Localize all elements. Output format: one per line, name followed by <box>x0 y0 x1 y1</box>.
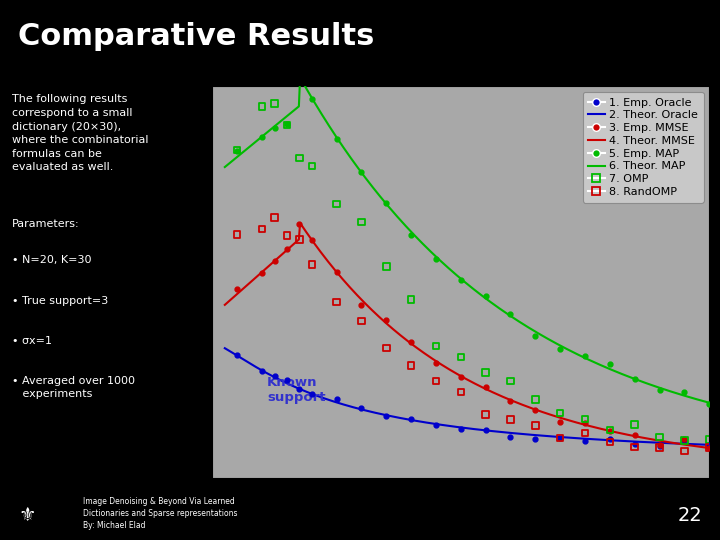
Point <box>678 447 690 456</box>
Point <box>629 443 641 451</box>
Point <box>554 434 566 442</box>
X-axis label: σ: σ <box>456 503 466 518</box>
Point <box>231 230 243 239</box>
Point <box>579 415 590 423</box>
Point <box>356 316 367 325</box>
Point <box>678 436 690 444</box>
Point <box>306 260 318 269</box>
Point <box>480 410 491 419</box>
Point <box>281 121 292 130</box>
Text: Known
support: Known support <box>267 375 325 403</box>
Point <box>330 200 343 208</box>
Point <box>529 395 541 404</box>
Text: The following results
correspond to a small
dictionary (20×30),
where the combin: The following results correspond to a sm… <box>12 94 148 172</box>
Text: • True support=3: • True support=3 <box>12 295 108 306</box>
Text: Comparative Results: Comparative Results <box>18 22 374 51</box>
Point <box>256 102 268 111</box>
Point <box>629 421 641 429</box>
Point <box>703 443 715 451</box>
Point <box>380 344 392 353</box>
Point <box>430 342 441 350</box>
Point <box>430 377 441 386</box>
Point <box>306 162 318 171</box>
Point <box>269 99 280 107</box>
Point <box>294 235 305 244</box>
Point <box>505 415 516 424</box>
Point <box>330 298 343 306</box>
Point <box>579 429 590 437</box>
Text: Image Denoising & Beyond Via Learned
Dictionaries and Sparse representations
By:: Image Denoising & Beyond Via Learned Dic… <box>83 497 238 530</box>
Point <box>356 218 367 226</box>
Point <box>554 409 566 417</box>
Text: • N=20, K=30: • N=20, K=30 <box>12 255 91 265</box>
Point <box>654 443 665 451</box>
Text: 22: 22 <box>678 506 702 525</box>
Text: Parameters:: Parameters: <box>12 219 79 229</box>
Point <box>380 262 392 271</box>
Point <box>269 213 280 222</box>
Point <box>405 295 417 304</box>
Point <box>405 361 417 370</box>
Point <box>455 353 467 361</box>
Point <box>231 146 243 154</box>
Point <box>604 426 616 434</box>
Text: • Averaged over 1000
   experiments: • Averaged over 1000 experiments <box>12 376 135 399</box>
Point <box>281 231 292 240</box>
Point <box>505 377 516 386</box>
Point <box>604 437 616 446</box>
Point <box>654 433 665 441</box>
Point <box>455 388 467 396</box>
Point <box>703 435 715 444</box>
Y-axis label: Relative Mean-Squared-Error: Relative Mean-Squared-Error <box>159 197 172 367</box>
Point <box>256 225 268 234</box>
Point <box>294 154 305 163</box>
Text: • σx=1: • σx=1 <box>12 336 52 346</box>
Text: ⚜: ⚜ <box>18 506 36 525</box>
Point <box>480 368 491 377</box>
Legend: 1. Emp. Oracle, 2. Theor. Oracle, 3. Emp. MMSE, 4. Theor. MMSE, 5. Emp. MAP, 6. : 1. Emp. Oracle, 2. Theor. Oracle, 3. Emp… <box>582 92 703 202</box>
Point <box>529 421 541 430</box>
